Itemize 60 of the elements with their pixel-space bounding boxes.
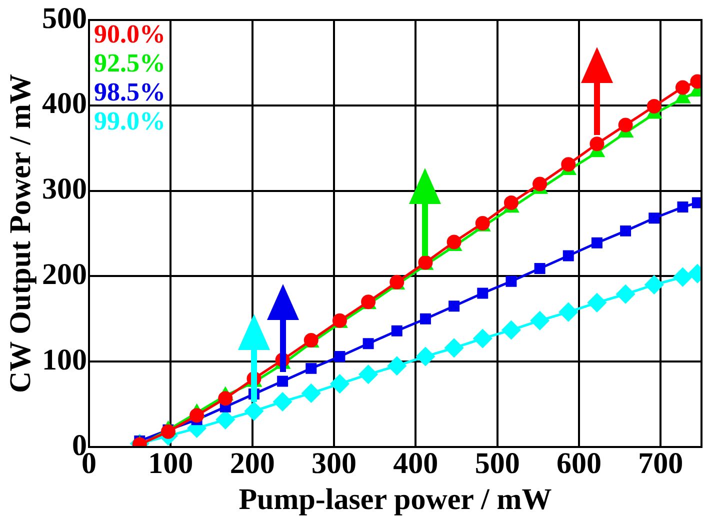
point (273, 392, 292, 411)
text: 92.5% (94, 48, 166, 78)
point (616, 284, 635, 304)
point (532, 176, 548, 192)
point (506, 276, 517, 287)
point (160, 424, 176, 439)
point (444, 338, 464, 358)
y-tick-label: 200 (42, 258, 87, 291)
y-axis-title: CW Output Power / mW (4, 74, 37, 393)
point (448, 300, 460, 312)
y-tick-label: 300 (42, 172, 87, 206)
y-tick-label: 100 (42, 343, 87, 376)
point (334, 350, 346, 362)
point (391, 325, 402, 336)
point (388, 356, 406, 376)
y-tick-label: 400 (42, 87, 87, 120)
point (473, 329, 492, 348)
point (416, 347, 435, 366)
point (302, 384, 320, 402)
point (504, 196, 518, 210)
point (277, 376, 288, 387)
text: 90.0% (94, 20, 166, 49)
x-tick-label: 600 (556, 446, 602, 480)
point (591, 237, 602, 248)
point (677, 202, 688, 213)
point (216, 410, 235, 429)
point (561, 157, 576, 172)
x-tick-label: 400 (393, 446, 438, 480)
point (588, 293, 606, 312)
point (618, 118, 633, 132)
x-tick-label: 500 (474, 446, 520, 480)
text: 98.5% (94, 78, 166, 107)
y-tick-label: 500 (42, 2, 87, 35)
point (646, 99, 662, 114)
x-tick-label: 300 (312, 446, 356, 480)
point (675, 80, 690, 95)
x-axis-title: Pump-laser power / mW (238, 482, 552, 516)
point (190, 408, 204, 423)
point (306, 362, 317, 374)
point (562, 250, 574, 262)
point (359, 365, 378, 384)
x-tick-label: 200 (230, 446, 275, 480)
point (244, 402, 264, 420)
point (534, 263, 546, 274)
x-tick-label: 100 (148, 446, 194, 480)
point (477, 288, 488, 299)
point (362, 338, 374, 350)
point (218, 391, 233, 406)
text: 99.0% (94, 106, 166, 136)
point (648, 212, 660, 224)
point (420, 313, 431, 324)
point (673, 268, 692, 286)
point (620, 225, 632, 236)
point (559, 302, 578, 322)
point (502, 320, 520, 340)
point (644, 275, 664, 294)
point (330, 374, 349, 394)
x-tick-label: 700 (638, 446, 684, 480)
point (530, 311, 550, 330)
point (590, 136, 604, 152)
